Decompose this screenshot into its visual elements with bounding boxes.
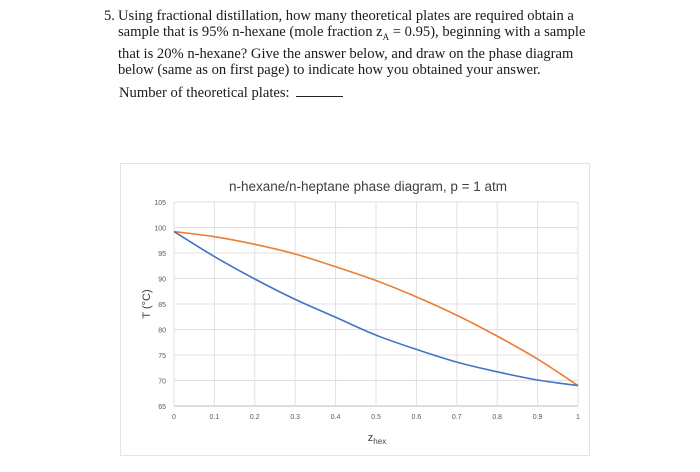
y-tick-label: 80	[158, 328, 166, 335]
question-body: Using fractional distillation, how many …	[118, 8, 586, 79]
y-tick-label: 105	[154, 200, 166, 207]
x-tick-label: 0.1	[210, 414, 220, 421]
answer-blank[interactable]	[295, 84, 343, 97]
x-tick-label: 0.7	[452, 414, 462, 421]
question-text: 5. Using fractional distillation, how ma…	[104, 8, 604, 79]
question-number: 5.	[104, 8, 115, 24]
y-tick-label: 85	[158, 302, 166, 309]
x-tick-label: 0.3	[290, 414, 300, 421]
x-tick-labels: 0 0.1 0.2 0.3 0.4 0.5 0.6 0.7 0.8 0.9 1	[172, 414, 580, 421]
x-tick-label: 0.5	[371, 414, 381, 421]
x-tick-label: 0.4	[331, 414, 341, 421]
grid-lines	[173, 201, 579, 407]
y-tick-labels: 65 70 75 80 85 90 95 100 105	[154, 200, 166, 411]
answer-label: Number of theoretical plates:	[119, 85, 290, 101]
series-line	[173, 230, 579, 387]
y-tick-label: 90	[158, 277, 166, 284]
x-tick-label: 0.6	[412, 414, 422, 421]
x-tick-label: 0.2	[250, 414, 260, 421]
y-tick-label: 95	[158, 251, 166, 258]
chart-frame	[120, 163, 590, 456]
y-tick-label: 75	[158, 353, 166, 360]
y-tick-label: 70	[158, 379, 166, 386]
x-tick-label: 0.8	[492, 414, 502, 421]
x-tick-label: 1	[576, 414, 580, 421]
x-tick-label: 0.9	[533, 414, 543, 421]
data-series	[173, 230, 579, 387]
chart-title: n-hexane/n-heptane phase diagram, p = 1 …	[229, 179, 507, 194]
x-axis-label: zhex	[368, 432, 386, 446]
answer-line: Number of theoretical plates:	[119, 84, 343, 102]
y-tick-label: 100	[154, 226, 166, 233]
y-axis-label: T (°C)	[141, 289, 153, 318]
y-tick-label: 65	[158, 404, 166, 411]
series-line	[173, 230, 579, 387]
x-tick-label: 0	[172, 414, 176, 421]
